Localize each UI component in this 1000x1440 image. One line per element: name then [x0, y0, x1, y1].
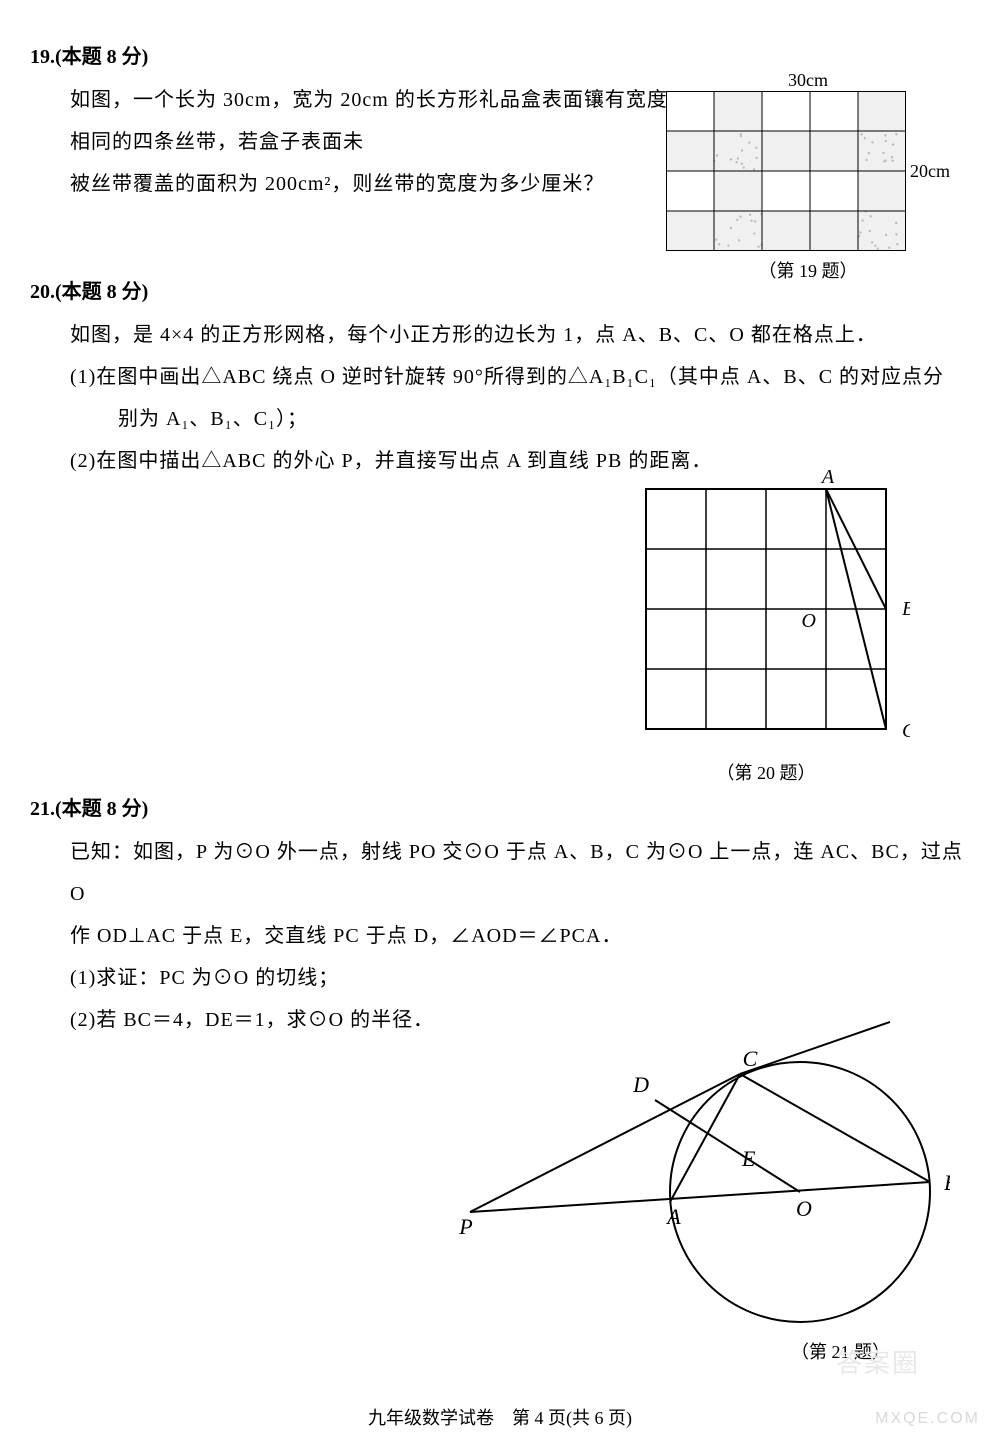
svg-text:E: E	[741, 1146, 756, 1171]
problem-21-header: 21.(本题 8 分)	[30, 792, 970, 821]
svg-text:A: A	[820, 466, 835, 488]
problem-19-header: 19.(本题 8 分)	[30, 40, 970, 69]
figure-21: P A B O C D E	[430, 992, 950, 1332]
figure-21-container: PABOCDE （第 21 题）	[430, 992, 950, 1364]
figure-20: A B C O	[622, 465, 910, 753]
figure-20-caption: （第 20 题）	[717, 763, 816, 783]
q19-label-top: 30cm	[666, 70, 950, 91]
q19-text-1: 如图，一个长为 30cm，宽为 20cm 的长方形礼品盒表面镶有宽度相同的四条丝…	[70, 89, 668, 153]
q19-text-2: 被丝带覆盖的面积为 200cm²，则丝带的宽度为多少厘米？	[70, 173, 604, 195]
problem-20: 20.(本题 8 分) 如图，是 4×4 的正方形网格，每个小正方形的边长为 1…	[30, 275, 970, 482]
svg-text:A: A	[665, 1204, 681, 1229]
svg-text:B: B	[902, 598, 910, 620]
q21-text-1: 已知：如图，P 为⊙O 外一点，射线 PO 交⊙O 于点 A、B，C 为⊙O 上…	[70, 831, 970, 915]
problem-20-body: 如图，是 4×4 的正方形网格，每个小正方形的边长为 1，点 A、B、C、O 都…	[30, 314, 970, 482]
q20-text-1: 如图，是 4×4 的正方形网格，每个小正方形的边长为 1，点 A、B、C、O 都…	[70, 314, 970, 356]
q19-label-right: 20cm	[910, 161, 950, 182]
watermark-url: MXQE.COM	[875, 1410, 980, 1428]
figure-19-container: 30cm 20cm （第 19 题）	[666, 70, 950, 283]
problem-19: 19.(本题 8 分) 如图，一个长为 30cm，宽为 20cm 的长方形礼品盒…	[30, 40, 970, 205]
figure-20-caption-row: （第 20 题）	[622, 759, 910, 785]
svg-text:B: B	[944, 1170, 950, 1195]
watermark-brand: 答案圈	[836, 1343, 920, 1380]
figure-19	[666, 91, 906, 251]
svg-text:C: C	[743, 1046, 758, 1071]
q20-text-2b: 别为 A₁、B₁、C₁）；	[70, 398, 970, 440]
q20-text-2: (1)在图中画出△ABC 绕点 O 逆时针旋转 90°所得到的△A₁B₁C₁（其…	[70, 356, 970, 398]
figure-20-container: A B C O （第 20 题）	[622, 465, 910, 785]
svg-text:O: O	[796, 1196, 812, 1221]
problem-21: 21.(本题 8 分) 已知：如图，P 为⊙O 外一点，射线 PO 交⊙O 于点…	[30, 792, 970, 1041]
svg-text:C: C	[902, 720, 910, 742]
page-footer: 九年级数学试卷 第 4 页(共 6 页)	[0, 1404, 1000, 1430]
svg-text:D: D	[632, 1072, 649, 1097]
svg-text:P: P	[458, 1214, 472, 1239]
svg-text:O: O	[802, 610, 816, 632]
q21-text-2: 作 OD⊥AC 于点 E，交直线 PC 于点 D，∠AOD＝∠PCA．	[70, 915, 970, 957]
problem-20-header: 20.(本题 8 分)	[30, 275, 970, 304]
